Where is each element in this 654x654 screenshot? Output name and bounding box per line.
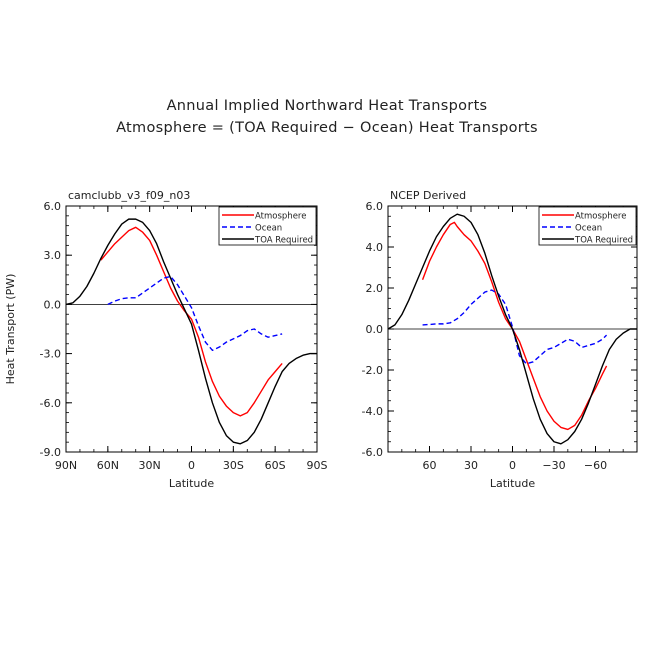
panel-title: NCEP Derived (390, 189, 466, 202)
series-line-ocean (422, 289, 608, 365)
y-tick-label: 0.0 (366, 323, 384, 336)
x-axis-label: Latitude (169, 477, 215, 490)
figure-title-line-1: Annual Implied Northward Heat Transports (166, 98, 488, 114)
x-tick-label: 0 (188, 459, 195, 472)
legend-label: TOA Required (254, 236, 313, 246)
y-tick-label: 0.0 (44, 298, 62, 311)
series-line-toa-required (65, 218, 317, 445)
y-tick-label: -6.0 (362, 446, 383, 459)
x-tick-label: −60 (584, 459, 607, 472)
series-line-atmosphere (100, 226, 283, 417)
x-tick-label: −30 (542, 459, 565, 472)
x-tick-label: 30N (139, 459, 161, 472)
figure-title-line-2: Atmosphere = (TOA Required − Ocean) Heat… (116, 120, 538, 136)
chart-panel-2: 60 30 0 −30 −60 6.0 4.0 2.0 0.0 -2.0 -4.0 -6.0 NCEP … (362, 189, 638, 490)
legend-label: Ocean (575, 224, 602, 234)
x-tick-label: 30 (464, 459, 478, 472)
x-axis-label: Latitude (490, 477, 536, 490)
y-tick-label: 4.0 (366, 241, 384, 254)
y-tick-label: -2.0 (362, 364, 383, 377)
y-tick-label: -4.0 (362, 405, 383, 418)
x-tick-label: 60S (265, 459, 286, 472)
chart-panel-1: 90N 60N 30N 0 30S 60S 90S 6.0 3.0 0.0 -3.0 -6.0 -9.0… (4, 189, 328, 490)
x-tick-label: 30S (223, 459, 244, 472)
y-tick-label: 6.0 (366, 200, 384, 213)
x-tick-label: 90N (55, 459, 77, 472)
y-tick-label: 6.0 (44, 200, 62, 213)
y-axis-label: Heat Transport (PW) (4, 274, 17, 385)
y-tick-label: -3.0 (40, 348, 61, 361)
y-tick-label: 2.0 (366, 282, 384, 295)
x-tick-label: 60 (423, 459, 437, 472)
legend-label: Atmosphere (255, 212, 306, 222)
y-tick-label: 3.0 (44, 249, 62, 262)
x-tick-label: 0 (509, 459, 516, 472)
series-line-atmosphere (421, 221, 608, 431)
legend-label: Atmosphere (575, 212, 626, 222)
y-tick-label: -9.0 (40, 446, 61, 459)
y-tick-label: -6.0 (40, 397, 61, 410)
legend-label: TOA Required (574, 236, 633, 246)
series-line-ocean (107, 275, 283, 352)
legend-label: Ocean (255, 224, 282, 234)
panel-title: camclubb_v3_f09_n03 (68, 189, 190, 202)
x-tick-label: 90S (307, 459, 328, 472)
series-line-toa-required (387, 213, 637, 445)
x-tick-label: 60N (97, 459, 119, 472)
